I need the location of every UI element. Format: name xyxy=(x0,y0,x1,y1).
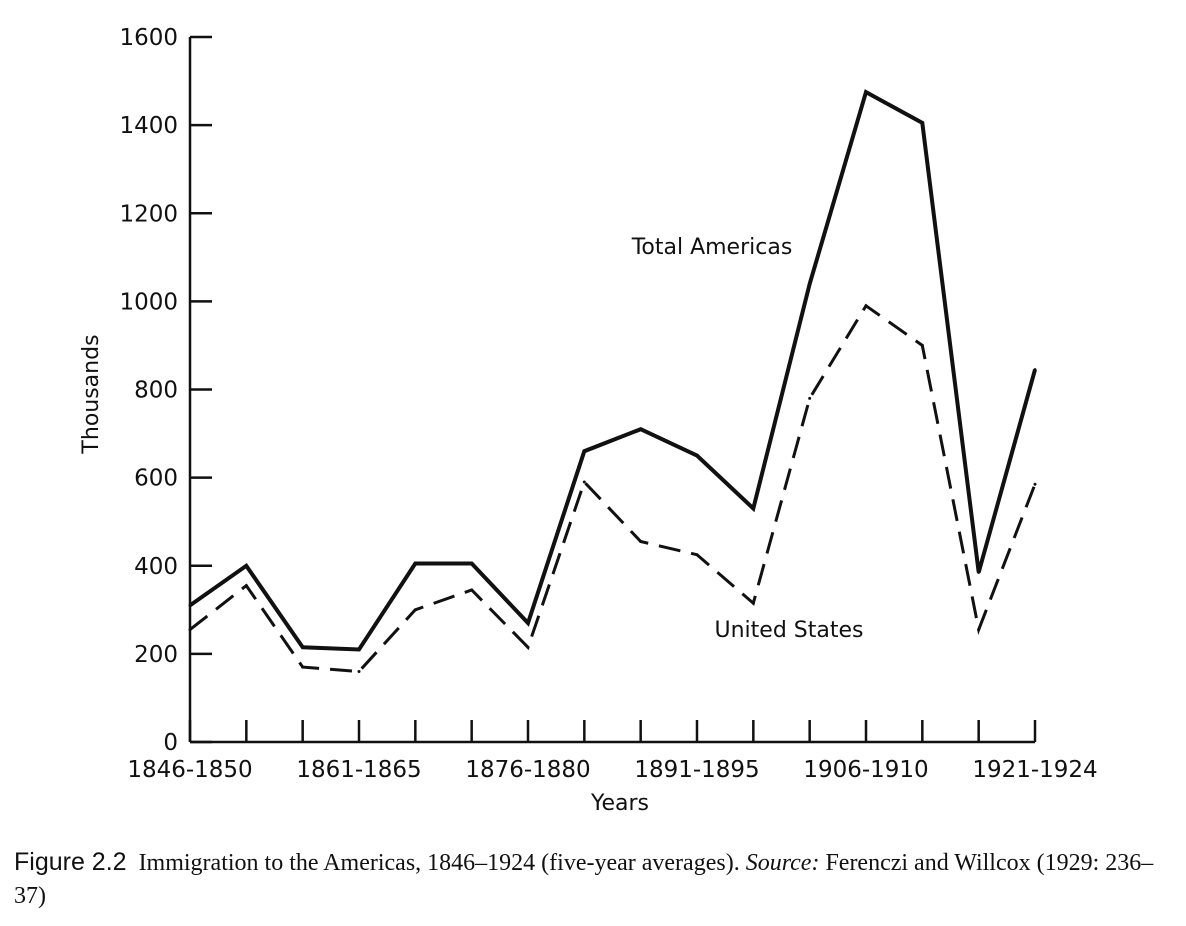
data-point xyxy=(470,588,474,592)
caption-source-label: Source: xyxy=(745,850,820,876)
x-tick-label: 1906-1910 xyxy=(803,757,928,783)
x-axis-ticks: 1846-1850 1861-1865 1876-1880 1891-1895 1906… xyxy=(127,720,1098,783)
data-point xyxy=(1033,368,1037,372)
x-tick-label: 1861-1865 xyxy=(296,757,421,783)
data-point xyxy=(301,665,305,669)
data-point xyxy=(977,570,981,574)
x-tick-label: 1876-1880 xyxy=(465,757,590,783)
data-point xyxy=(244,584,248,588)
y-tick-label: 1000 xyxy=(119,289,178,315)
series-label-total-americas: Total Americas xyxy=(631,235,793,260)
data-point xyxy=(695,454,699,458)
data-point xyxy=(695,553,699,557)
data-point xyxy=(639,427,643,431)
data-point xyxy=(526,645,530,649)
y-tick-label: 800 xyxy=(134,378,178,404)
data-point xyxy=(188,603,192,607)
x-axis-title: Years xyxy=(590,791,649,816)
data-point xyxy=(808,396,812,400)
axes xyxy=(188,37,1035,744)
data-point xyxy=(920,343,924,347)
y-tick-label: 1600 xyxy=(119,25,178,51)
caption-source-text: Ferenczi and Willcox (1929: 236–37) xyxy=(14,850,1154,909)
y-tick-label: 600 xyxy=(134,466,178,492)
data-point xyxy=(920,121,924,125)
y-tick-label: 400 xyxy=(134,554,178,580)
data-point xyxy=(413,562,417,566)
data-point xyxy=(413,608,417,612)
figure-caption: Figure 2.2 Immigration to the Americas, … xyxy=(14,846,1174,913)
y-axis-ticks: 0 200 400 600 800 1000 1200 1400 1600 xyxy=(119,25,212,756)
series-line-united-states xyxy=(189,303,1037,674)
data-point xyxy=(751,601,755,605)
data-point xyxy=(864,90,868,94)
data-point xyxy=(751,506,755,510)
caption-figure-label: Figure 2.2 xyxy=(14,848,127,876)
data-point xyxy=(808,282,812,286)
y-axis-title: Thousands xyxy=(79,334,104,454)
data-point xyxy=(864,304,868,308)
data-point xyxy=(188,628,192,632)
x-tick-label: 1846-1850 xyxy=(127,757,252,783)
data-point xyxy=(639,540,643,544)
data-point xyxy=(301,645,305,649)
data-point xyxy=(582,449,586,453)
data-point xyxy=(244,564,248,568)
series-layer xyxy=(188,89,1037,674)
y-tick-label: 200 xyxy=(134,642,178,668)
y-tick-label: 0 xyxy=(163,730,178,756)
series-label-united-states: United States xyxy=(715,618,864,643)
caption-text: Immigration to the Americas, 1846–1924 (… xyxy=(138,850,740,876)
y-tick-label: 1400 xyxy=(119,113,178,139)
data-point xyxy=(357,670,361,673)
data-point xyxy=(582,480,586,484)
data-point xyxy=(526,621,530,625)
data-point xyxy=(1033,482,1037,486)
x-tick-label: 1921-1924 xyxy=(972,757,1097,783)
y-tick-label: 1200 xyxy=(119,201,178,227)
data-point xyxy=(357,647,361,651)
data-point xyxy=(977,628,981,632)
series-line-total-americas xyxy=(188,89,1037,652)
x-tick-label: 1891-1895 xyxy=(634,757,759,783)
data-point xyxy=(470,562,474,566)
